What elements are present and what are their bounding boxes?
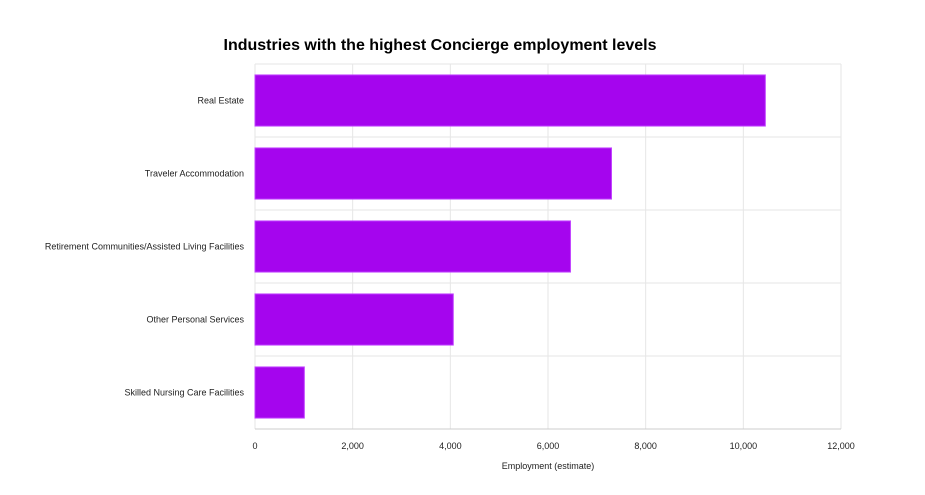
category-label: Skilled Nursing Care Facilities bbox=[124, 388, 244, 398]
x-tick-label: 12,000 bbox=[827, 441, 855, 451]
x-axis-ticks: 0 2,000 4,000 6,000 8,000 10,000 12,000 bbox=[252, 441, 854, 451]
category-label: Retirement Communities/Assisted Living F… bbox=[45, 242, 245, 252]
bar[interactable] bbox=[254, 293, 454, 346]
category-label: Traveler Accommodation bbox=[145, 169, 244, 179]
x-tick-label: 2,000 bbox=[341, 441, 364, 451]
x-tick-label: 10,000 bbox=[730, 441, 758, 451]
category-labels: Real Estate Traveler Accommodation Retirem… bbox=[45, 96, 245, 398]
bar[interactable] bbox=[254, 147, 612, 200]
bar[interactable] bbox=[254, 220, 571, 273]
bars bbox=[254, 74, 766, 419]
bar[interactable] bbox=[254, 366, 305, 419]
chart-title: Industries with the highest Concierge em… bbox=[224, 37, 657, 54]
x-tick-label: 8,000 bbox=[634, 441, 657, 451]
x-tick-label: 4,000 bbox=[439, 441, 462, 451]
bar[interactable] bbox=[254, 74, 766, 127]
category-label: Other Personal Services bbox=[146, 315, 244, 325]
x-tick-label: 0 bbox=[252, 441, 257, 451]
x-axis-title: Employment (estimate) bbox=[502, 461, 595, 471]
x-tick-label: 6,000 bbox=[537, 441, 560, 451]
category-label: Real Estate bbox=[197, 96, 244, 106]
